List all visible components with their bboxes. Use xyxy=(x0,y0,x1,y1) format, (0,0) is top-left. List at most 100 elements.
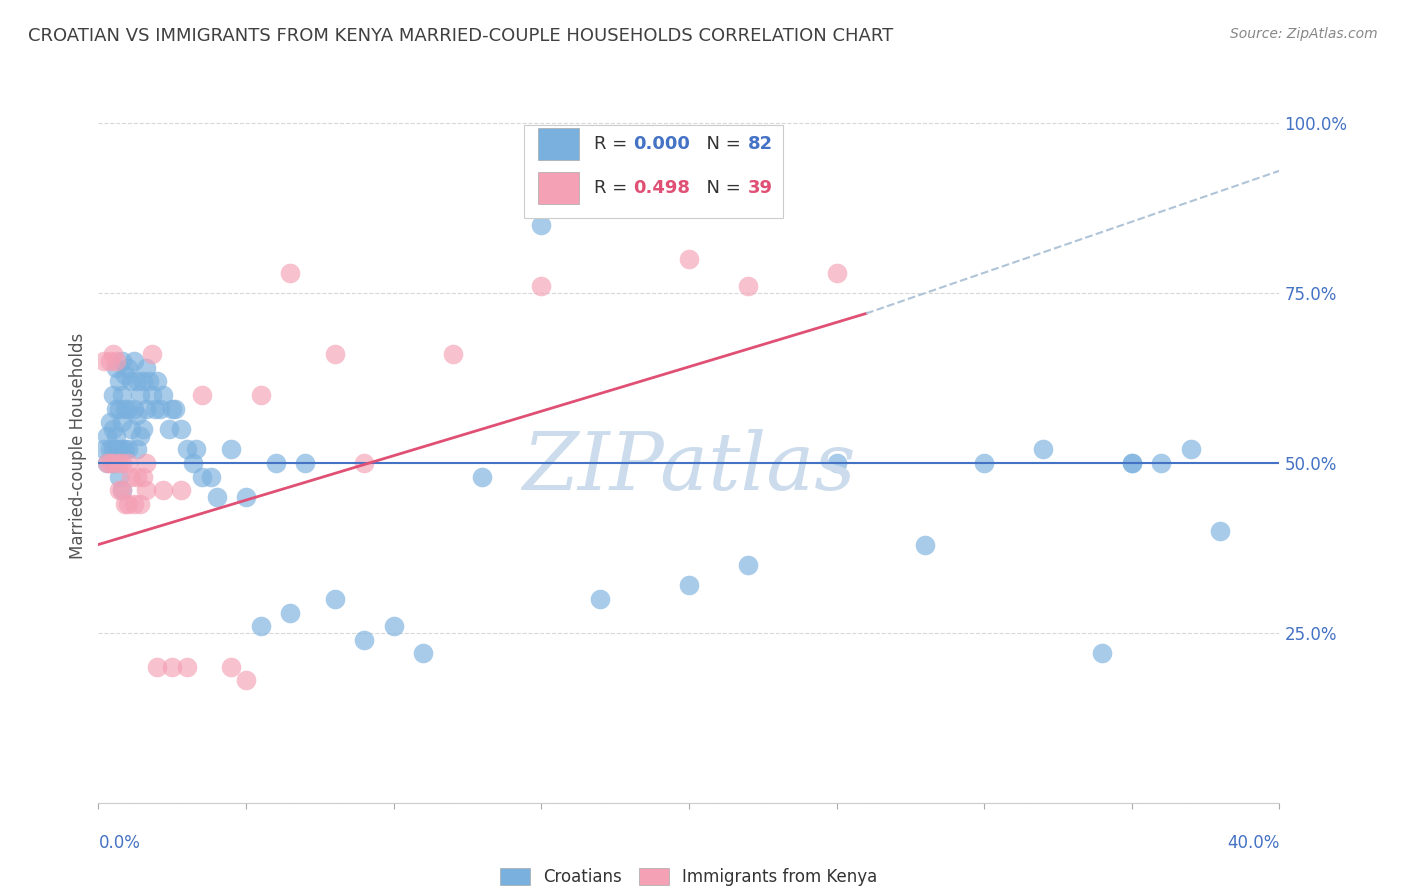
Point xyxy=(120,469,142,483)
Point xyxy=(143,401,166,416)
Point xyxy=(1180,442,1202,457)
Point xyxy=(111,388,134,402)
Point xyxy=(323,591,346,606)
Point xyxy=(219,660,242,674)
Point xyxy=(1121,456,1143,470)
Point xyxy=(825,456,848,470)
Point xyxy=(176,442,198,457)
Point xyxy=(1091,646,1114,660)
Point xyxy=(191,469,214,483)
Point xyxy=(93,442,115,457)
Point xyxy=(98,456,121,470)
Point xyxy=(146,375,169,389)
Point xyxy=(1121,456,1143,470)
Text: R =: R = xyxy=(595,135,634,153)
Point xyxy=(353,456,375,470)
Point xyxy=(152,483,174,498)
Point xyxy=(103,456,125,470)
Point xyxy=(108,442,131,457)
Point xyxy=(235,490,257,504)
Text: R =: R = xyxy=(595,178,634,196)
Point xyxy=(117,442,139,457)
Text: N =: N = xyxy=(695,135,747,153)
Point xyxy=(98,354,121,368)
Point xyxy=(105,354,128,368)
Text: N =: N = xyxy=(695,178,747,196)
Point xyxy=(1150,456,1173,470)
Y-axis label: Married-couple Households: Married-couple Households xyxy=(69,333,87,559)
Point xyxy=(825,266,848,280)
Point xyxy=(235,673,257,688)
Point xyxy=(162,660,183,674)
Point xyxy=(103,422,125,436)
Point xyxy=(200,469,222,483)
Point xyxy=(111,483,134,498)
Point xyxy=(105,401,128,416)
Point xyxy=(117,456,139,470)
Text: ZIPatlas: ZIPatlas xyxy=(522,429,856,506)
Point xyxy=(382,619,405,633)
Point xyxy=(108,401,131,416)
Point xyxy=(111,456,134,470)
Point xyxy=(96,456,118,470)
Point xyxy=(176,660,198,674)
Point xyxy=(589,591,612,606)
Point xyxy=(117,360,139,375)
Point xyxy=(103,347,125,361)
Point xyxy=(128,388,150,402)
Point xyxy=(250,388,273,402)
FancyBboxPatch shape xyxy=(523,125,783,218)
Point xyxy=(323,347,346,361)
Point xyxy=(96,456,118,470)
Text: CROATIAN VS IMMIGRANTS FROM KENYA MARRIED-COUPLE HOUSEHOLDS CORRELATION CHART: CROATIAN VS IMMIGRANTS FROM KENYA MARRIE… xyxy=(28,27,893,45)
Point xyxy=(157,422,180,436)
Point xyxy=(678,578,700,592)
Point xyxy=(103,456,125,470)
Point xyxy=(120,375,142,389)
Legend: Croatians, Immigrants from Kenya: Croatians, Immigrants from Kenya xyxy=(492,860,886,892)
Point xyxy=(105,442,128,457)
Point xyxy=(122,497,145,511)
Point xyxy=(128,497,150,511)
Bar xyxy=(537,171,579,203)
Point xyxy=(149,401,172,416)
Point xyxy=(973,456,995,470)
Point xyxy=(353,632,375,647)
Point xyxy=(191,388,214,402)
Point xyxy=(141,347,163,361)
Point xyxy=(111,354,134,368)
Point xyxy=(165,401,187,416)
Point xyxy=(441,347,464,361)
Point xyxy=(135,456,157,470)
Point xyxy=(96,429,118,443)
Point xyxy=(132,469,155,483)
Point xyxy=(1209,524,1232,538)
Point xyxy=(111,442,134,457)
Point xyxy=(152,388,174,402)
Point xyxy=(108,375,131,389)
Point xyxy=(471,469,494,483)
Point xyxy=(114,368,136,382)
Point xyxy=(117,401,139,416)
Point xyxy=(138,375,160,389)
Text: 0.000: 0.000 xyxy=(634,135,690,153)
Point xyxy=(108,456,131,470)
Point xyxy=(278,606,302,620)
Point xyxy=(1032,442,1054,457)
Point xyxy=(98,415,121,429)
Point xyxy=(125,375,148,389)
Point xyxy=(98,442,121,457)
Point xyxy=(205,490,228,504)
Point xyxy=(103,442,125,457)
Point xyxy=(737,279,759,293)
Point xyxy=(170,422,193,436)
Point xyxy=(181,456,204,470)
Point xyxy=(120,422,142,436)
Point xyxy=(122,354,145,368)
Text: Source: ZipAtlas.com: Source: ZipAtlas.com xyxy=(1230,27,1378,41)
Text: 0.0%: 0.0% xyxy=(98,834,141,852)
Point xyxy=(135,401,157,416)
Point xyxy=(146,660,169,674)
Point xyxy=(117,497,139,511)
Point xyxy=(170,483,193,498)
